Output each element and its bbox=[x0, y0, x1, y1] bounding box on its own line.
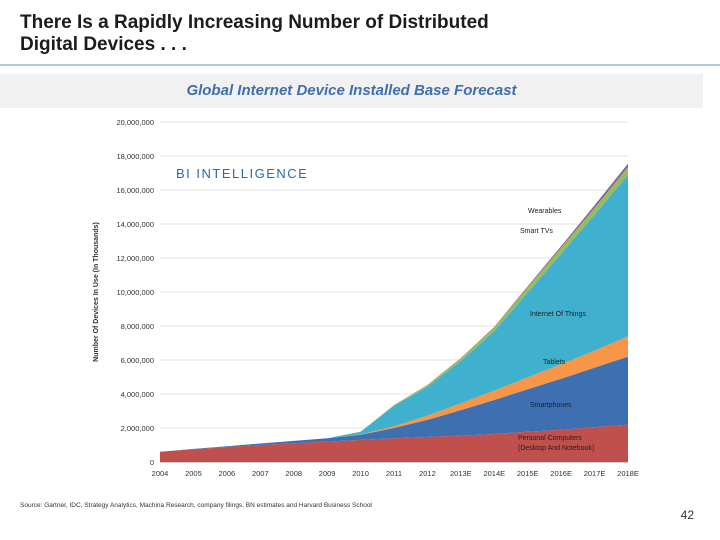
area-personal-computers-desktop-and-notebook bbox=[160, 424, 628, 462]
y-tick-label: 2,000,000 bbox=[121, 424, 154, 433]
series-labels: Personal Computers (Desktop And Notebook)… bbox=[518, 208, 594, 452]
y-tick-label: 16,000,000 bbox=[116, 186, 154, 195]
x-tick-label: 2012 bbox=[419, 469, 436, 478]
x-tick-label: 2008 bbox=[285, 469, 302, 478]
y-tick-label: 6,000,000 bbox=[121, 356, 154, 365]
y-tick-label: 14,000,000 bbox=[116, 220, 154, 229]
x-tick-label: 2014E bbox=[483, 469, 505, 478]
x-tick-labels: 2004 2005 2006 2007 2008 2009 2010 2011 2012 2013… bbox=[152, 469, 639, 478]
slide-title-line-2: Digital Devices . . . bbox=[20, 34, 187, 55]
y-tick-labels: 0 2,000,000 4,000,000 6,000,000 8,000,000 10,… bbox=[116, 118, 154, 467]
subtitle-band bbox=[0, 74, 703, 108]
series-label: Smart TVs bbox=[520, 228, 553, 235]
x-tick-label: 2006 bbox=[219, 469, 236, 478]
series-label: Wearables bbox=[528, 208, 562, 215]
x-tick-label: 2018E bbox=[617, 469, 639, 478]
x-tick-label: 2004 bbox=[152, 469, 169, 478]
x-tick-label: 2007 bbox=[252, 469, 269, 478]
y-tick-label: 10,000,000 bbox=[116, 288, 154, 297]
y-tick-label: 18,000,000 bbox=[116, 152, 154, 161]
y-tick-label: 20,000,000 bbox=[116, 118, 154, 127]
y-axis-label: Number Of Devices In Use (In Thousands) bbox=[93, 222, 100, 362]
area-internet-of-things bbox=[160, 174, 628, 452]
x-tick-label: 2013E bbox=[450, 469, 472, 478]
y-tick-label: 4,000,000 bbox=[121, 390, 154, 399]
y-tick-label: 8,000,000 bbox=[121, 322, 154, 331]
chart-subtitle: Global Internet Device Installed Base Fo… bbox=[186, 82, 517, 99]
slide-title: There Is a Rapidly Increasing Number of … bbox=[20, 12, 700, 56]
x-tick-label: 2011 bbox=[386, 469, 402, 478]
source-note: Source: Gartner, IDC, Strategy Analytics… bbox=[20, 502, 372, 509]
x-tick-label: 2017E bbox=[584, 469, 606, 478]
x-tick-label: 2016E bbox=[550, 469, 572, 478]
series-label: Personal Computers (Desktop And Notebook) bbox=[518, 435, 594, 452]
bi-intelligence-watermark: BI INTELLIGENCE bbox=[176, 166, 308, 181]
x-tick-label: 2010 bbox=[352, 469, 369, 478]
chart-container: 0 2,000,000 4,000,000 6,000,000 8,000,000 10,… bbox=[88, 110, 648, 490]
area-smartphones bbox=[160, 356, 628, 452]
title-divider bbox=[0, 64, 720, 66]
series-label: Internet Of Things bbox=[530, 311, 586, 318]
series-label: Tablets bbox=[543, 359, 566, 366]
page-number: 42 bbox=[680, 508, 694, 522]
y-tick-label: 12,000,000 bbox=[116, 254, 154, 263]
series-label: Smartphones bbox=[530, 402, 572, 409]
slide-title-line-1: There Is a Rapidly Increasing Number of … bbox=[20, 12, 489, 33]
x-tick-label: 2005 bbox=[185, 469, 202, 478]
area-chart: 0 2,000,000 4,000,000 6,000,000 8,000,000 10,… bbox=[88, 110, 648, 490]
x-tick-label: 2015E bbox=[517, 469, 539, 478]
y-tick-label: 0 bbox=[150, 458, 154, 467]
x-tick-label: 2009 bbox=[319, 469, 336, 478]
stacked-areas bbox=[160, 163, 628, 462]
